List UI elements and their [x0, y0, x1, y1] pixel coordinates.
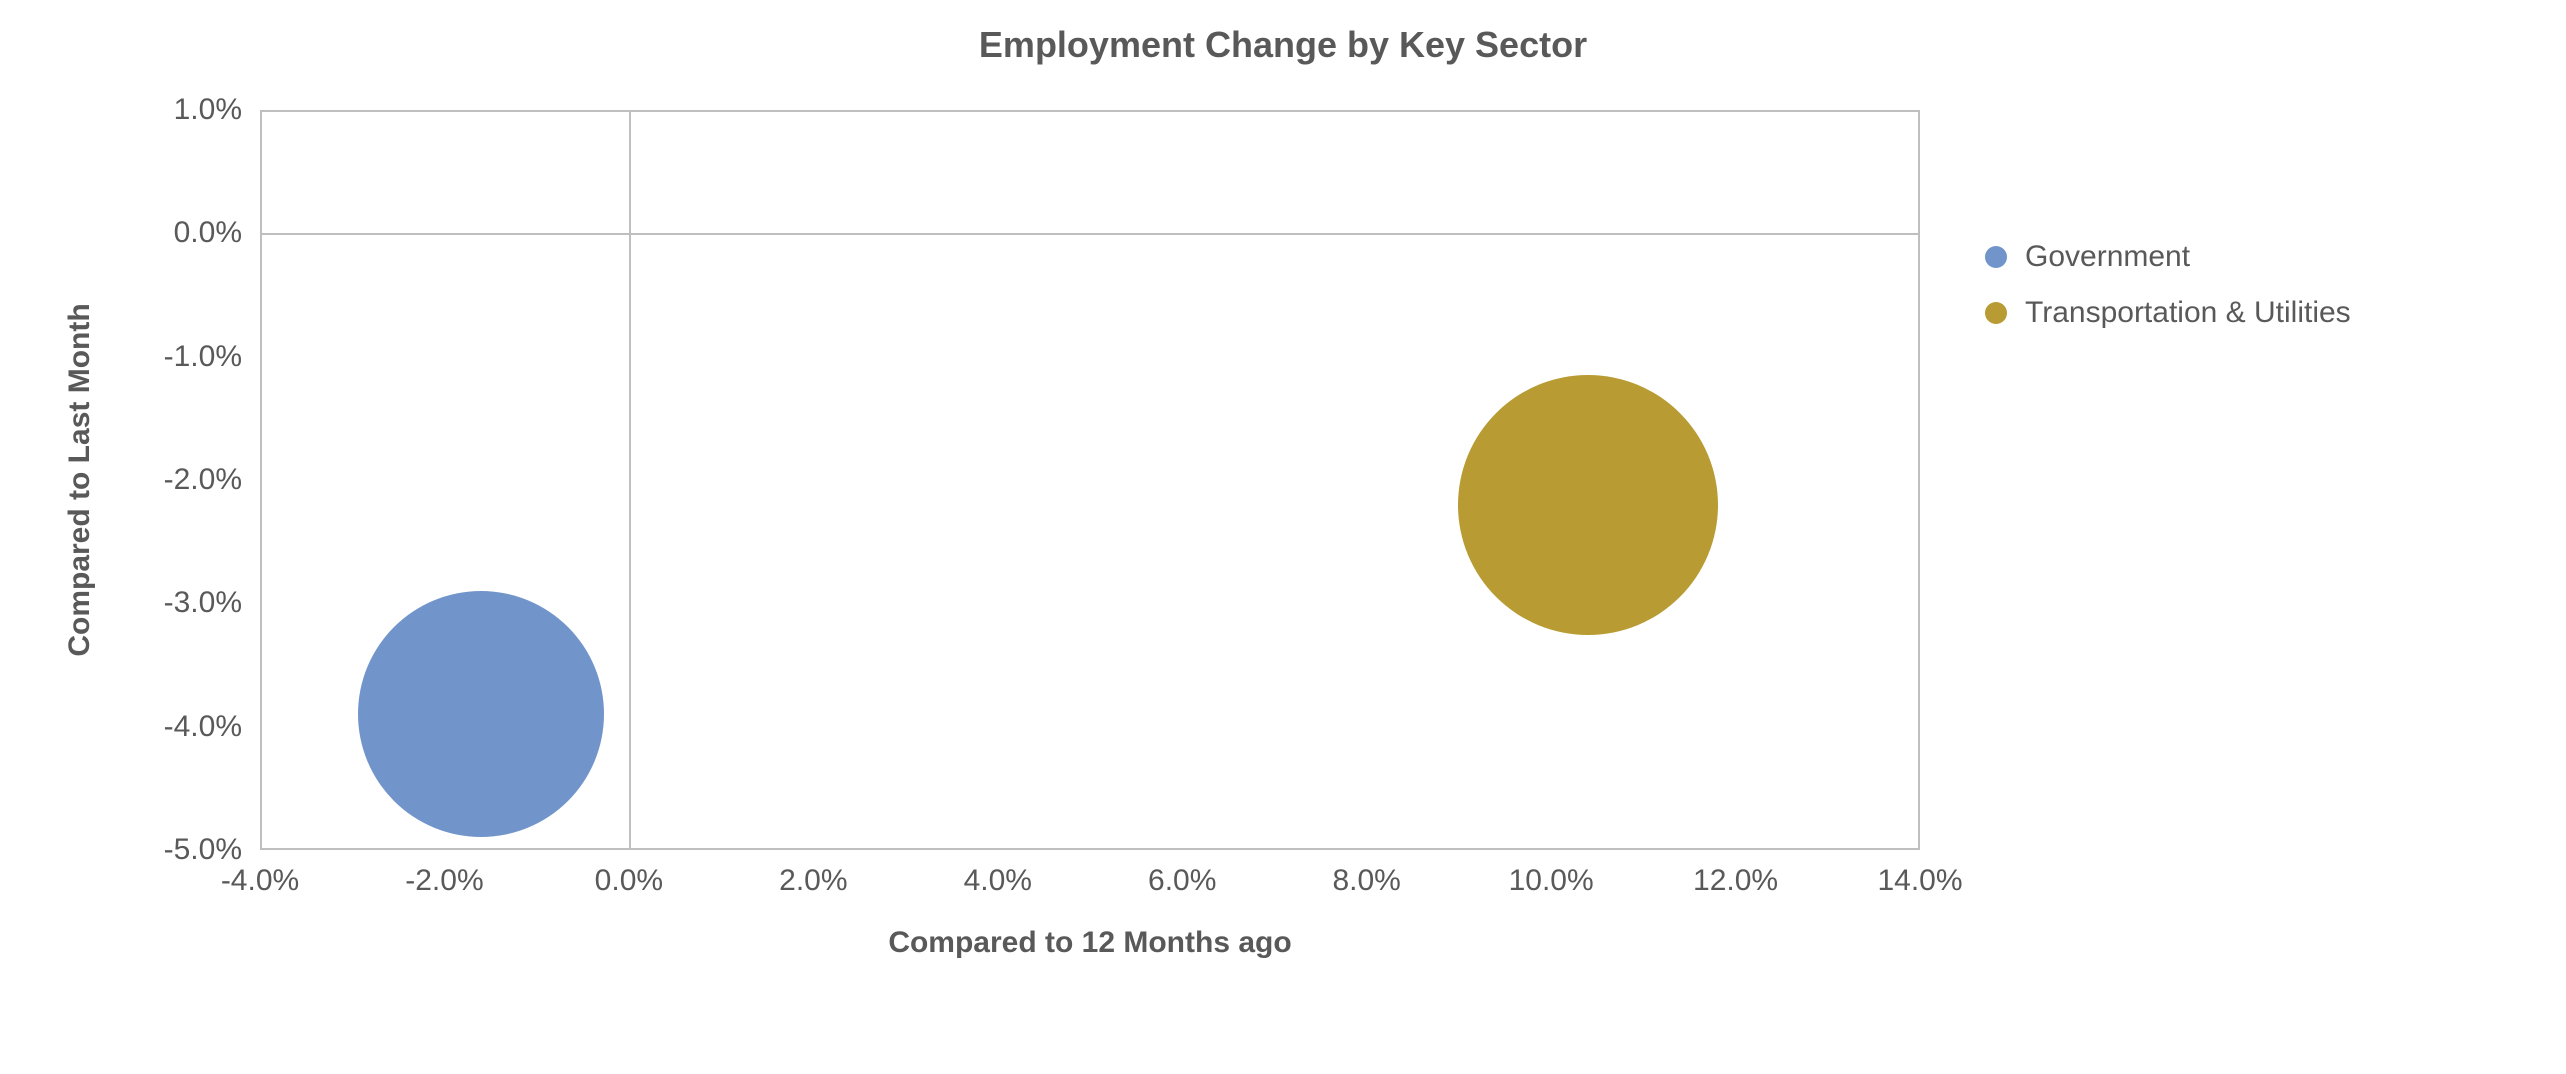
- chart-container: Employment Change by Key Sector Compared…: [0, 0, 2566, 1074]
- x-tick-label: 4.0%: [964, 864, 1032, 898]
- chart-title: Employment Change by Key Sector: [0, 24, 2566, 66]
- x-tick-label: 6.0%: [1148, 864, 1216, 898]
- legend-swatch: [1985, 302, 2007, 324]
- x-axis-label: Compared to 12 Months ago: [888, 926, 1291, 960]
- y-tick-label: 0.0%: [174, 216, 242, 250]
- legend-item: Government: [1985, 240, 2351, 274]
- x-tick-label: 0.0%: [595, 864, 663, 898]
- x-tick-label: -2.0%: [405, 864, 483, 898]
- bubble-government: [358, 591, 604, 837]
- grid-line-y-zero: [260, 233, 1920, 235]
- legend-label: Government: [2025, 240, 2190, 274]
- y-tick-label: -4.0%: [164, 710, 242, 744]
- y-tick-label: -5.0%: [164, 833, 242, 867]
- plot-area: [260, 110, 1920, 850]
- x-tick-label: 2.0%: [779, 864, 847, 898]
- x-tick-label: -4.0%: [221, 864, 299, 898]
- x-tick-label: 14.0%: [1877, 864, 1962, 898]
- y-tick-label: -2.0%: [164, 463, 242, 497]
- legend-swatch: [1985, 246, 2007, 268]
- grid-line-x-zero: [629, 110, 631, 850]
- x-tick-label: 12.0%: [1693, 864, 1778, 898]
- x-tick-label: 8.0%: [1332, 864, 1400, 898]
- x-tick-label: 10.0%: [1509, 864, 1594, 898]
- legend: Government Transportation & Utilities: [1985, 240, 2351, 352]
- legend-label: Transportation & Utilities: [2025, 296, 2351, 330]
- bubble-transportation-utilities: [1458, 375, 1718, 635]
- y-tick-label: -1.0%: [164, 340, 242, 374]
- y-tick-label: -3.0%: [164, 586, 242, 620]
- y-tick-label: 1.0%: [174, 93, 242, 127]
- y-axis-label: Compared to Last Month: [63, 303, 97, 656]
- legend-item: Transportation & Utilities: [1985, 296, 2351, 330]
